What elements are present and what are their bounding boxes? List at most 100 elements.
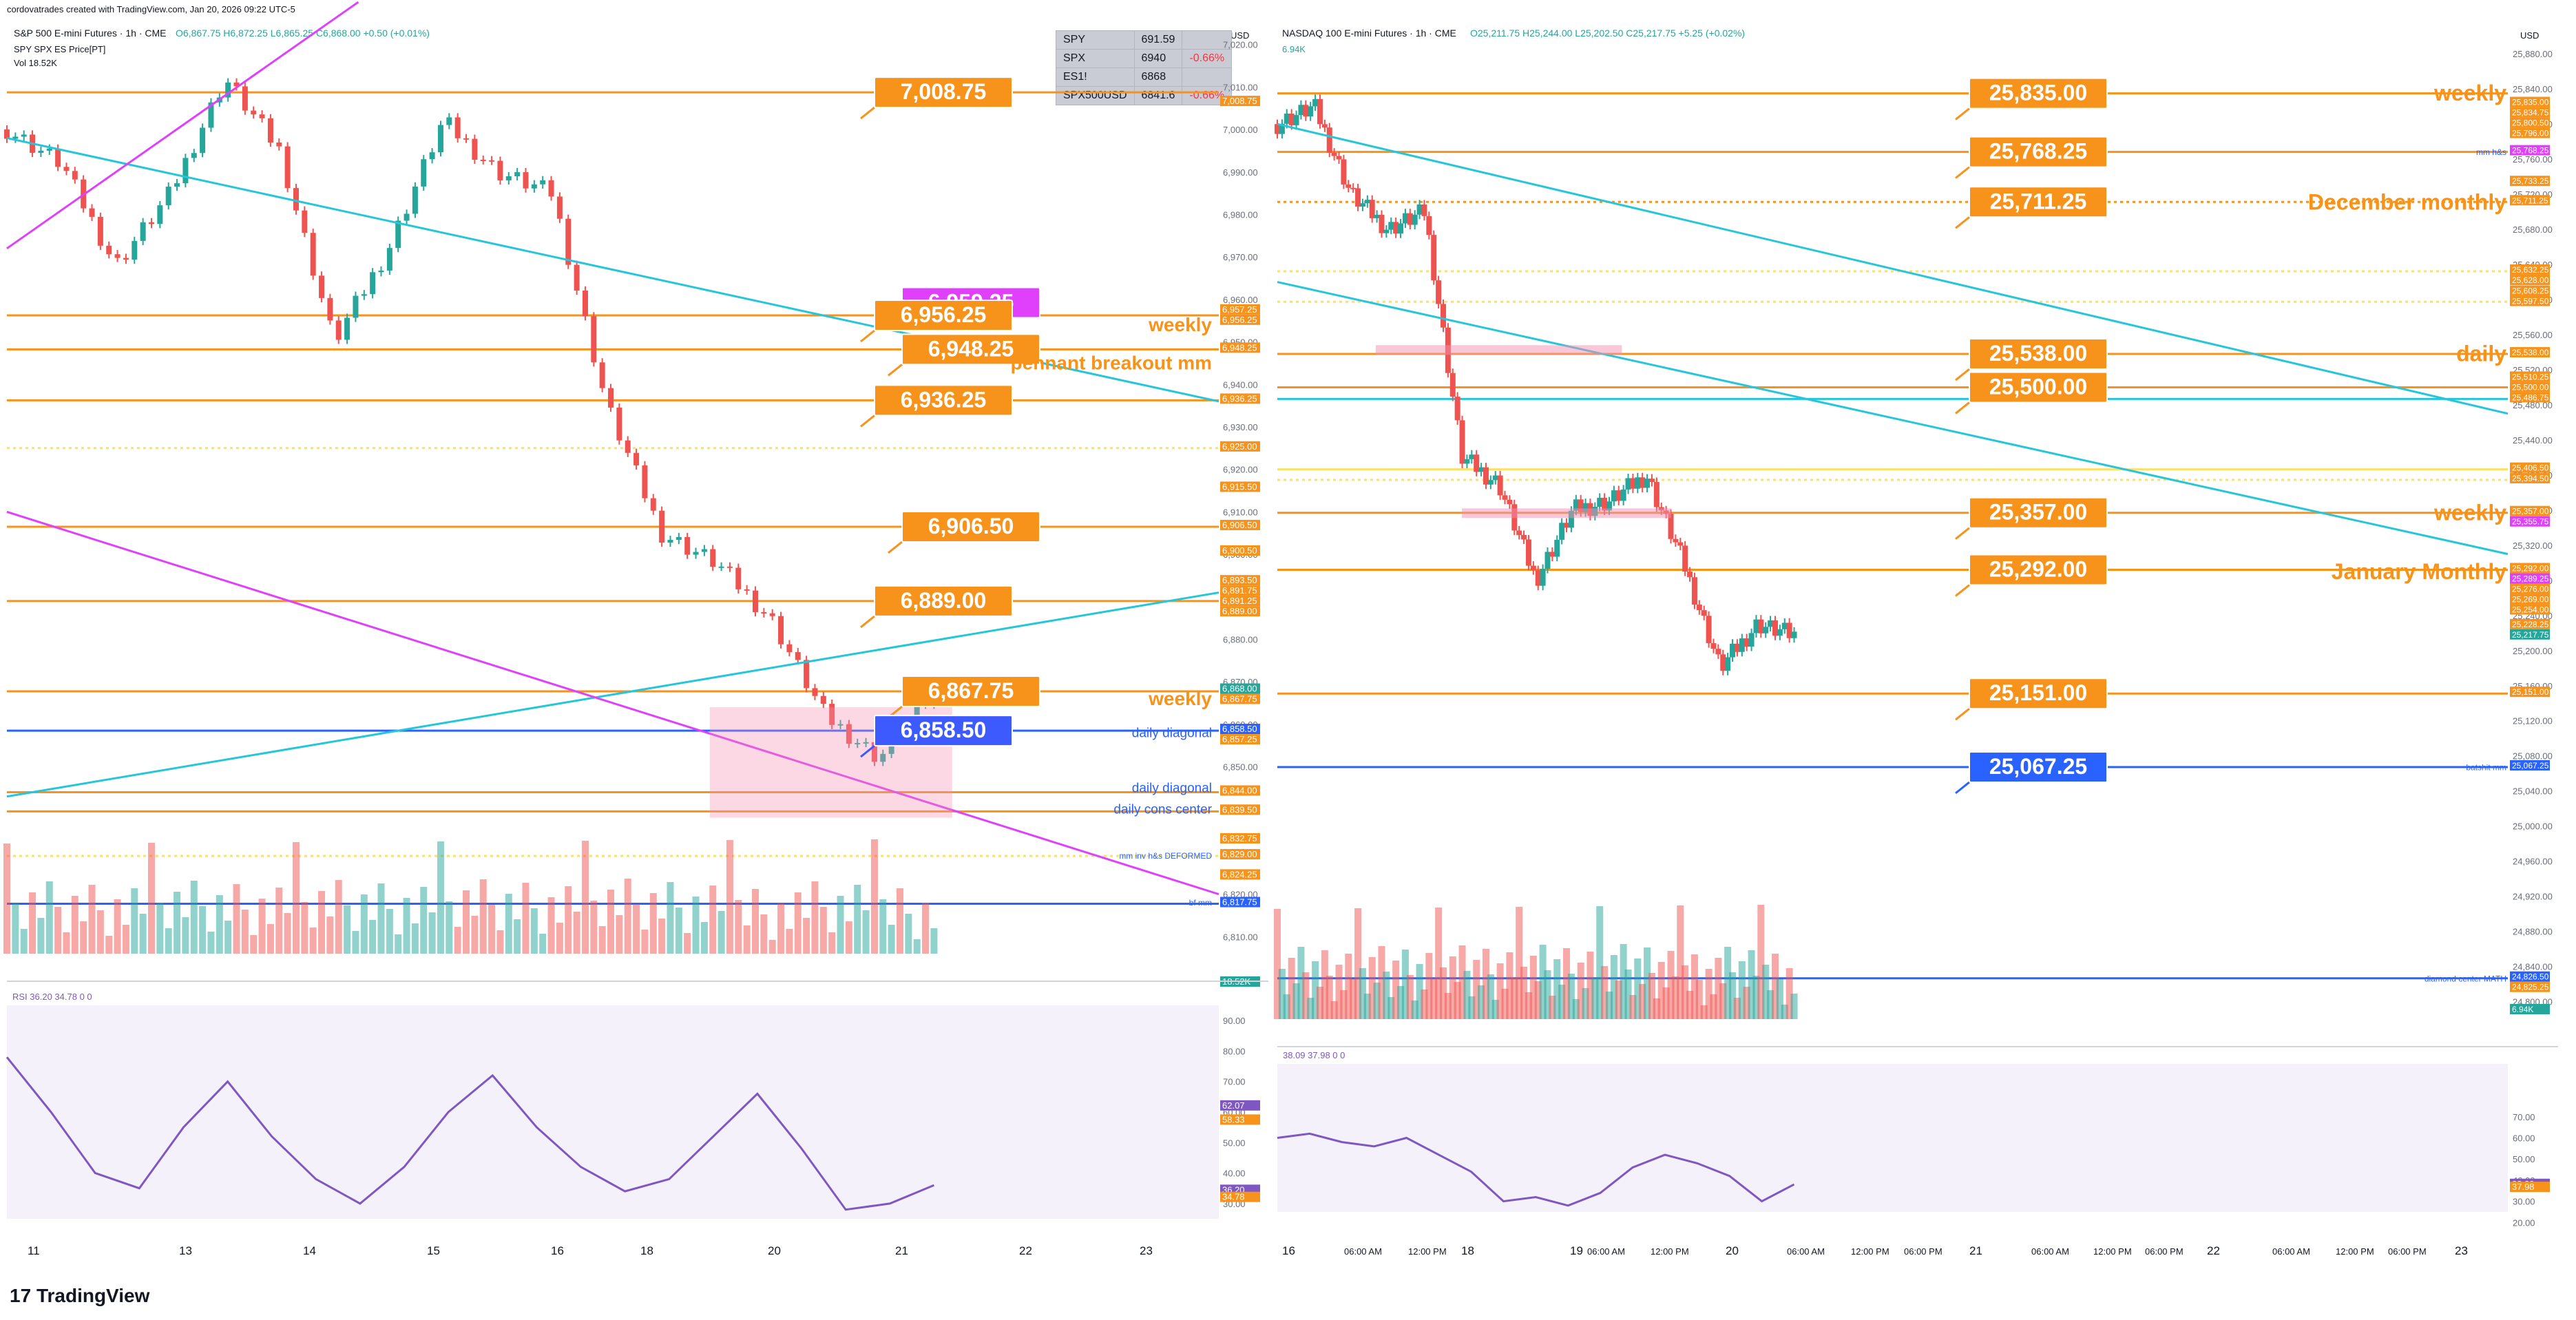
volume-bar <box>275 888 283 954</box>
axis-price-tag <box>2510 971 2550 982</box>
axis-price-tag-label: 6,915.50 <box>1222 481 1257 492</box>
rsi-value-tag-label: 62.07 <box>1222 1100 1245 1111</box>
time-tick-label: 06:00 PM <box>1904 1246 1943 1257</box>
candle-body <box>599 362 605 388</box>
axis-price-tag-label: 6,925.00 <box>1222 441 1257 452</box>
volume-bar <box>1388 997 1395 1019</box>
candle-body <box>1549 552 1556 557</box>
axis-price-tag-label: 6,948.25 <box>1222 342 1257 353</box>
table-cell: SPY <box>1056 30 1135 50</box>
rsi-tick-label: 80.00 <box>1223 1046 1246 1056</box>
axis-price-tag-label: 25,357.00 <box>2512 507 2549 516</box>
axis-price-tag <box>2510 629 2550 640</box>
candle-body <box>633 452 640 465</box>
time-tick-label: 20 <box>768 1244 781 1257</box>
volume-bar <box>174 892 181 954</box>
table-cell: 691.59 <box>1133 30 1183 50</box>
axis-price-tag <box>2510 195 2550 206</box>
left-indicator-label[interactable]: SPY SPX ES Price[PT] <box>14 44 106 54</box>
candle-body <box>855 742 861 744</box>
axis-price-tag <box>2510 96 2550 107</box>
axis-price-tag <box>2510 176 2550 187</box>
volume-bar <box>488 905 496 954</box>
candle-body <box>548 180 554 197</box>
volume-bar <box>96 910 104 954</box>
time-tick-label: 23 <box>1140 1244 1153 1257</box>
price-tick-label: 25,680.00 <box>2513 224 2553 235</box>
rsi-band <box>7 1005 1219 1219</box>
callout-label: 25,357.00 <box>1989 500 2087 525</box>
axis-price-tag <box>2510 583 2550 594</box>
candle-body <box>556 196 563 219</box>
price-tick-label: 6,850.00 <box>1223 762 1258 773</box>
axis-price-tag <box>1220 897 1260 908</box>
volume-bar <box>1743 987 1750 1019</box>
candle-body <box>1483 467 1489 485</box>
callout-pointer <box>1955 368 1970 381</box>
candle-body <box>1602 497 1608 511</box>
candle-body <box>1525 539 1531 566</box>
candle-body <box>531 184 537 189</box>
rsi-tick-label: 40.00 <box>1223 1169 1246 1179</box>
callout-box <box>1969 496 2108 529</box>
rsi-label: RSI 36.20 34.78 0 0 <box>12 992 92 1002</box>
axis-price-tag-label: 6,891.75 <box>1222 585 1257 596</box>
volume-bar <box>1776 979 1783 1019</box>
candle-body <box>1398 223 1404 234</box>
axis-price-tag <box>1220 314 1260 325</box>
volume-bar <box>1677 905 1684 1019</box>
candle-body <box>659 510 665 543</box>
volume-bar <box>446 901 453 954</box>
candle-body <box>829 704 835 725</box>
candle-body <box>165 187 171 206</box>
volume-bar <box>20 929 28 954</box>
axis-price-tag-label: 6,824.25 <box>1222 869 1257 879</box>
candle-body <box>1597 497 1603 507</box>
candle-body <box>1364 200 1370 204</box>
volume-bar <box>12 903 19 954</box>
candle-body <box>1786 622 1792 638</box>
candle-body <box>701 549 707 552</box>
candle-body <box>1544 552 1551 569</box>
volume-bar <box>1458 945 1466 1019</box>
candle-body <box>55 148 61 167</box>
table-cell <box>1182 67 1233 87</box>
right-title[interactable]: NASDAQ 100 E-mini Futures · 1h · CME <box>1282 28 1456 39</box>
axis-price-tag <box>2510 563 2550 574</box>
axis-price-tag-label: 6,889.00 <box>1222 606 1257 616</box>
volume-bar <box>147 843 155 954</box>
candle-body <box>38 150 44 153</box>
volume-bar <box>386 909 393 954</box>
left-volume-label[interactable]: Vol 18.52K <box>14 58 57 68</box>
volume-bar <box>1506 952 1514 1019</box>
candle-body <box>1402 213 1408 224</box>
candle-body <box>684 536 691 555</box>
candle-body <box>1540 569 1546 586</box>
callout-label: 25,768.25 <box>1989 139 2087 164</box>
volume-bar <box>1771 954 1779 1019</box>
callout-pointer <box>1955 527 1970 540</box>
volume-bar <box>1605 992 1613 1019</box>
axis-price-tag-label: 25,733.25 <box>2512 176 2549 186</box>
axis-price-tag-label: 6.94K <box>2512 1005 2533 1014</box>
table-cell: SPX500USD <box>1056 86 1135 105</box>
price-tick-label: 25,200.00 <box>2513 646 2553 656</box>
volume-bar <box>1529 956 1537 1019</box>
volume-bar <box>1682 965 1689 1019</box>
axis-price-tag-label: 25,228.25 <box>2512 620 2549 629</box>
axis-price-tag <box>1220 869 1260 880</box>
candle-body <box>1421 204 1427 216</box>
candle-body <box>582 290 588 317</box>
callout-box <box>874 76 1013 109</box>
volume-bar <box>1653 998 1660 1019</box>
volume-bar <box>216 895 223 954</box>
price-tick-label: 24,840.00 <box>2513 962 2553 972</box>
candle-body <box>769 613 775 616</box>
candle-body <box>1772 620 1778 636</box>
left-title[interactable]: S&P 500 E-mini Futures · 1h · CME <box>14 28 167 39</box>
axis-price-tag <box>1220 519 1260 530</box>
time-tick-label: 21 <box>1969 1244 1982 1257</box>
candle-body <box>1359 203 1365 207</box>
volume-bar <box>258 899 266 954</box>
